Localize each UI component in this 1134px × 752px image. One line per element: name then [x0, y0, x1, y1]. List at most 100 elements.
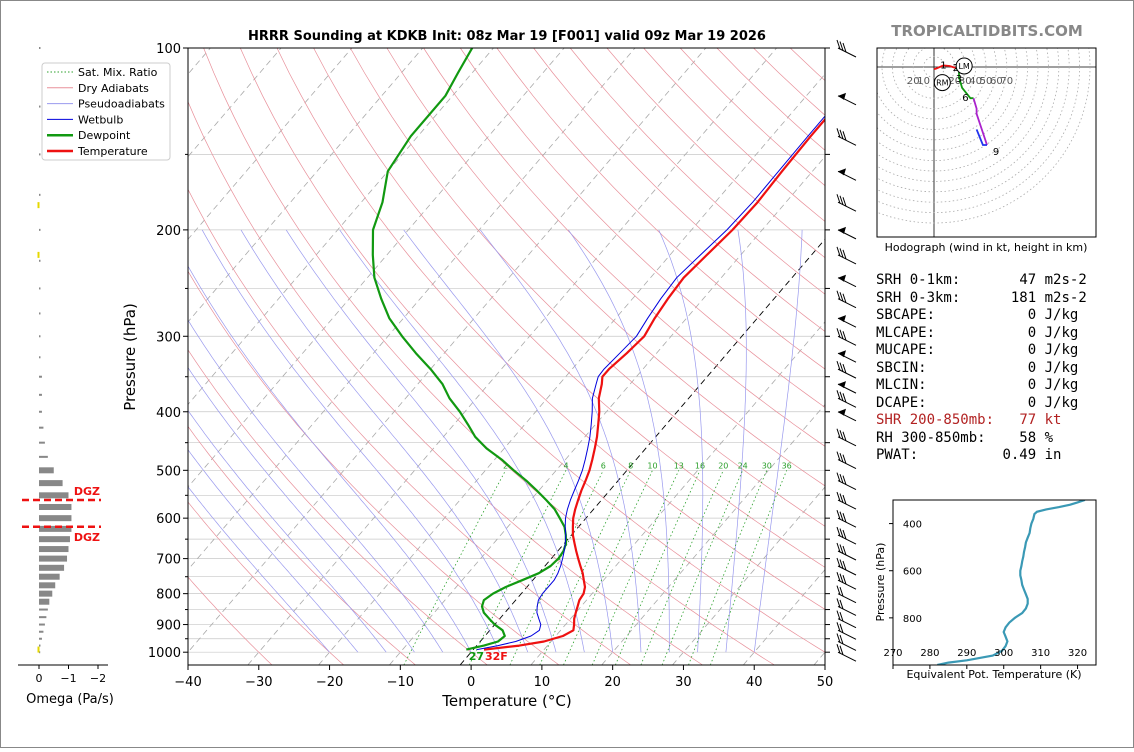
- theta-x-tick-label: 310: [1031, 648, 1050, 659]
- omega-bar: [39, 376, 42, 378]
- hodo-height-label: 1: [940, 60, 946, 71]
- wind-barb-tick: [837, 622, 840, 631]
- omega-bar: [39, 194, 40, 196]
- omega-bar: [39, 411, 42, 413]
- omega-bar: [39, 638, 42, 640]
- stat-value: 0: [1028, 360, 1036, 376]
- omega-bar: [39, 631, 43, 633]
- stat-row: MLCIN: 0 J/kg: [876, 377, 1087, 395]
- x-tick-label: −10: [387, 675, 414, 690]
- omega-tick-label: −1: [60, 672, 76, 685]
- wind-barb-tick: [837, 194, 840, 203]
- omega-bar: [39, 582, 55, 588]
- omega-ticks: 0−1−2: [36, 665, 107, 685]
- theta-x-tick-label: 300: [994, 648, 1013, 659]
- theta-e-xlabel: Equivalent Pot. Temperature (K): [906, 668, 1081, 681]
- omega-tick-label: 0: [36, 672, 43, 685]
- watermark: TROPICALTIDBITS.COM: [891, 22, 1083, 40]
- dgz-label: DGZ: [74, 531, 100, 544]
- wind-barb-tick: [837, 390, 840, 399]
- omega-bar-yellow: [38, 647, 40, 653]
- omega-bar: [39, 456, 48, 458]
- stat-label: PWAT:: [876, 447, 918, 463]
- theta-x-tick-label: 320: [1068, 648, 1087, 659]
- surface-temp-label: 32F: [485, 650, 508, 663]
- stat-label: DCAPE:: [876, 395, 927, 411]
- theta-e-area: [893, 500, 1096, 665]
- stat-value: 181: [1011, 290, 1036, 306]
- stat-unit: in: [1045, 447, 1062, 463]
- wind-barb: [838, 255, 856, 264]
- y-tick-label: 400: [156, 406, 181, 421]
- omega-bar: [39, 591, 52, 597]
- y-tick-label: 800: [156, 588, 181, 603]
- omega-bar: [39, 106, 40, 108]
- omega-bar: [39, 356, 40, 358]
- hodo-height-label: 9: [993, 147, 999, 158]
- omega-bar: [39, 312, 40, 314]
- y-tick-label: 500: [156, 464, 181, 479]
- stat-value: 47: [1019, 272, 1036, 288]
- stat-row: PWAT: 0.49 in: [876, 447, 1087, 465]
- stat-value: 0: [1028, 377, 1036, 393]
- wind-barb-tick: [837, 633, 840, 642]
- stat-label: MLCIN:: [876, 377, 927, 393]
- theta-x-tick-label: 280: [920, 648, 939, 659]
- omega-bar: [39, 624, 45, 626]
- wind-barb-tick: [837, 558, 840, 567]
- x-tick-label: 0: [467, 675, 475, 690]
- stat-value: 58: [1019, 430, 1036, 446]
- wind-barb: [838, 652, 856, 661]
- stat-unit: %: [1045, 430, 1053, 446]
- stat-row: MUCAPE: 0 J/kg: [876, 342, 1087, 360]
- mix-ratio-label: 16: [695, 461, 705, 470]
- stat-row: SRH 0-1km: 47 m2s-2: [876, 272, 1087, 290]
- wind-barb-tick: [837, 328, 840, 337]
- stat-value: 0: [1028, 325, 1036, 341]
- wind-barb: [838, 336, 856, 345]
- wind-barb-tick: [837, 361, 840, 370]
- stat-label: SHR 200-850mb:: [876, 412, 994, 428]
- x-tick-label: −40: [174, 675, 201, 690]
- hodo-ring-label: 70: [1000, 76, 1013, 87]
- omega-bar: [39, 536, 70, 542]
- omega-bar: [39, 229, 40, 231]
- omega-bar: [39, 616, 46, 618]
- wind-barb: [838, 48, 856, 57]
- omega-bar: [39, 492, 69, 498]
- wind-barb-tick: [837, 128, 840, 137]
- hodograph-caption: Hodograph (wind in kt, height in km): [885, 241, 1088, 254]
- wind-barb-tick: [837, 598, 840, 607]
- y-tick-label: 100: [156, 42, 181, 57]
- skewt-plot-area: [188, 48, 825, 665]
- theta-x-tick-label: 270: [883, 648, 902, 659]
- stat-label: MUCAPE:: [876, 342, 935, 358]
- x-tick-label: 40: [746, 675, 763, 690]
- omega-bar: [39, 153, 40, 155]
- wind-barb-tick: [837, 473, 840, 482]
- mix-ratio-label: 6: [601, 461, 606, 470]
- stat-unit: J/kg: [1045, 307, 1079, 323]
- omega-bar-yellow: [38, 252, 40, 258]
- wind-barb: [838, 518, 856, 527]
- stat-value: 0.49: [1002, 447, 1036, 463]
- wind-barb-tick: [837, 492, 840, 501]
- x-tick-label: −30: [245, 675, 272, 690]
- omega-bar: [39, 504, 71, 510]
- omega-bar: [39, 546, 69, 552]
- omega-xlabel: Omega (Pa/s): [26, 692, 114, 707]
- legend-label: Pseudoadiabats: [78, 98, 165, 111]
- omega-bar: [39, 427, 43, 429]
- mix-ratio-label: 30: [762, 461, 772, 470]
- wind-barb: [838, 535, 856, 544]
- y-tick-label: 300: [156, 330, 181, 345]
- dgz-label: DGZ: [74, 485, 100, 498]
- wind-barb: [838, 136, 856, 145]
- omega-bar: [39, 47, 40, 49]
- omega-bar: [39, 599, 49, 605]
- stat-unit: kt: [1045, 412, 1062, 428]
- wind-barb-tick: [837, 247, 840, 256]
- x-tick-label: 20: [604, 675, 621, 690]
